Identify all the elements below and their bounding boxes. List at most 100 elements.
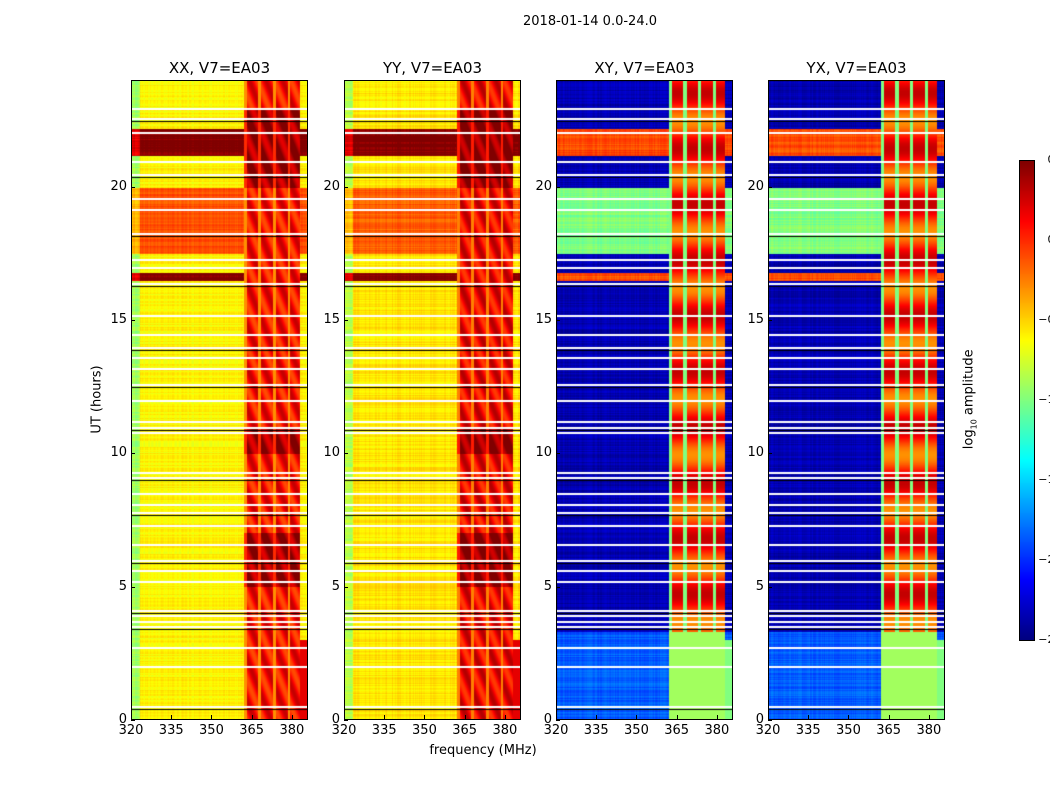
x-tick-mark [211, 715, 213, 719]
colorbar-gradient [1020, 161, 1034, 640]
y-tick-mark [131, 186, 135, 188]
panel-title: YY, V7=EA03 [382, 59, 483, 77]
y-tick-label: 10 [747, 445, 764, 461]
x-tick-mark [928, 715, 930, 719]
x-tick-mark [596, 715, 598, 719]
y-tick-mark [768, 186, 772, 188]
heatmap-panel [768, 80, 945, 720]
x-tick-mark [888, 715, 890, 719]
x-tick-label: 350 [199, 723, 224, 738]
y-tick-label: 0 [543, 712, 552, 727]
colorbar-label: log10 amplitude [962, 329, 979, 469]
x-tick-label: 335 [583, 723, 609, 738]
x-tick-mark [251, 715, 253, 719]
x-tick-label: 350 [412, 723, 437, 738]
y-tick-mark [556, 320, 560, 321]
colorbar-tick-label: −2.5 [1038, 633, 1050, 646]
heatmap-panel [344, 80, 521, 720]
y-tick-label: 5 [543, 578, 552, 594]
y-tick-label: 0 [118, 712, 127, 727]
heatmap-image [769, 81, 944, 719]
x-tick-mark [556, 715, 557, 719]
y-tick-label: 10 [535, 445, 552, 461]
x-tick-label: 350 [836, 723, 861, 738]
x-axis-label: frequency (MHz) [429, 743, 537, 758]
y-tick-label: 20 [747, 178, 764, 194]
x-tick-label: 350 [624, 723, 649, 738]
x-tick-label: 365 [239, 723, 265, 738]
y-tick-mark [768, 453, 772, 455]
y-tick-mark [131, 720, 135, 721]
y-tick-label: 5 [755, 578, 764, 594]
y-tick-mark [344, 320, 348, 321]
x-tick-mark [344, 715, 345, 719]
x-tick-label: 320 [331, 723, 357, 738]
x-tick-label: 320 [543, 723, 569, 738]
y-tick-label: 0 [755, 712, 764, 727]
x-tick-mark [716, 715, 718, 719]
x-tick-label: 320 [118, 723, 144, 738]
x-tick-mark [171, 715, 173, 719]
y-tick-mark [768, 586, 772, 588]
x-tick-label: 335 [795, 723, 821, 738]
x-tick-label: 380 [492, 723, 518, 738]
colorbar-tick-label: −2.0 [1038, 553, 1050, 566]
colorbar-label-main: log [961, 429, 977, 450]
x-tick-label: 335 [371, 723, 397, 738]
y-tick-label: 0 [331, 712, 340, 727]
y-tick-mark [556, 186, 560, 188]
y-tick-label: 20 [535, 178, 552, 194]
panel-title: XX, V7=EA03 [168, 59, 271, 77]
y-tick-mark [131, 586, 135, 588]
y-tick-mark [556, 586, 560, 588]
x-tick-label: 380 [279, 723, 305, 738]
y-tick-label: 15 [747, 312, 764, 327]
colorbar-tick-label: −1.0 [1038, 393, 1050, 406]
y-tick-mark [556, 720, 560, 721]
panel-title: YX, V7=EA03 [806, 59, 907, 77]
y-tick-label: 5 [118, 578, 127, 594]
y-tick-mark [344, 186, 348, 188]
x-tick-mark [131, 715, 132, 719]
heatmap-panel [131, 80, 308, 720]
colorbar-tick-label: −1.5 [1038, 473, 1050, 486]
y-tick-label: 20 [110, 178, 127, 194]
y-tick-label: 15 [535, 312, 552, 327]
y-tick-mark [131, 320, 135, 321]
y-tick-label: 15 [110, 312, 127, 327]
x-tick-label: 380 [916, 723, 942, 738]
heatmap-image [557, 81, 732, 719]
colorbar-tick-label: 0.0 [1025, 233, 1050, 246]
x-tick-mark [676, 715, 678, 719]
y-tick-mark [556, 453, 560, 455]
figure-title: 2018-01-14 0.0-24.0 [523, 14, 657, 29]
colorbar-tick-label: −0.5 [1038, 313, 1050, 326]
x-tick-mark [768, 715, 769, 719]
x-tick-label: 365 [664, 723, 690, 738]
x-tick-label: 335 [158, 723, 184, 738]
x-tick-mark [291, 715, 293, 719]
y-tick-label: 15 [323, 312, 340, 327]
x-tick-mark [424, 715, 426, 719]
colorbar-label-rest: amplitude [961, 349, 977, 420]
y-tick-label: 10 [110, 445, 127, 461]
heatmap-image [132, 81, 307, 719]
y-tick-mark [344, 453, 348, 455]
y-tick-label: 20 [323, 178, 340, 194]
y-tick-mark [344, 586, 348, 588]
x-tick-label: 365 [876, 723, 902, 738]
x-tick-label: 380 [704, 723, 730, 738]
colorbar [1019, 160, 1035, 641]
x-tick-mark [384, 715, 386, 719]
colorbar-tick-label: 0.5 [1025, 153, 1050, 166]
x-tick-mark [808, 715, 810, 719]
y-tick-label: 5 [331, 578, 340, 594]
colorbar-label-sub: 10 [969, 419, 979, 430]
heatmap-panel [556, 80, 733, 720]
y-tick-mark [131, 453, 135, 455]
panel-title: XY, V7=EA03 [594, 59, 695, 77]
x-tick-mark [848, 715, 850, 719]
x-tick-mark [464, 715, 466, 719]
heatmap-image [345, 81, 520, 719]
